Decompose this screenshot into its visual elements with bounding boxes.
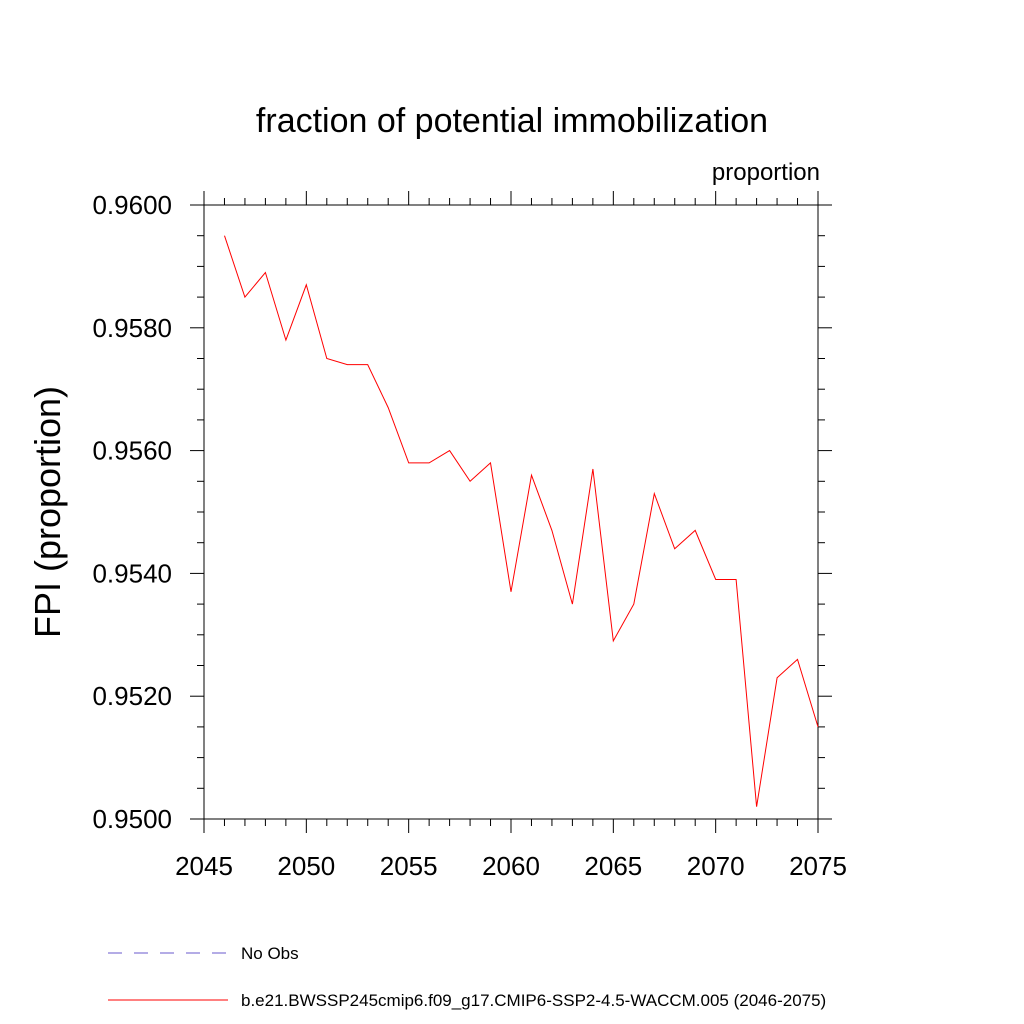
y-tick-label: 0.9580 <box>92 313 172 343</box>
x-tick-label: 2075 <box>789 851 847 881</box>
x-tick-label: 2060 <box>482 851 540 881</box>
y-tick-label: 0.9560 <box>92 436 172 466</box>
x-tick-label: 2065 <box>584 851 642 881</box>
x-tick-label: 2055 <box>380 851 438 881</box>
chart-title: fraction of potential immobilization <box>256 102 768 140</box>
x-tick-label: 2050 <box>277 851 335 881</box>
y-axis-label: FPI (proportion) <box>27 386 68 638</box>
y-tick-label: 0.9540 <box>92 558 172 588</box>
units-label: proportion <box>712 159 820 186</box>
x-tick-label: 2045 <box>175 851 233 881</box>
tick-marks <box>190 191 832 833</box>
legend: No Obs b.e21.BWSSP245cmip6.f09_g17.CMIP6-… <box>108 944 826 1010</box>
series-lines <box>224 235 819 807</box>
plot-frame <box>203 204 819 820</box>
tick-labels: 2045 2050 2055 2060 2065 2070 2075 0.9500 0.9520… <box>92 190 846 881</box>
y-tick-label: 0.9520 <box>92 681 172 711</box>
y-tick-label: 0.9500 <box>92 804 172 834</box>
series-line <box>224 235 819 807</box>
x-tick-label: 2070 <box>687 851 745 881</box>
y-tick-label: 0.9600 <box>92 190 172 220</box>
legend-label: No Obs <box>241 944 299 963</box>
legend-label: b.e21.BWSSP245cmip6.f09_g17.CMIP6-SSP2-4… <box>241 991 826 1010</box>
